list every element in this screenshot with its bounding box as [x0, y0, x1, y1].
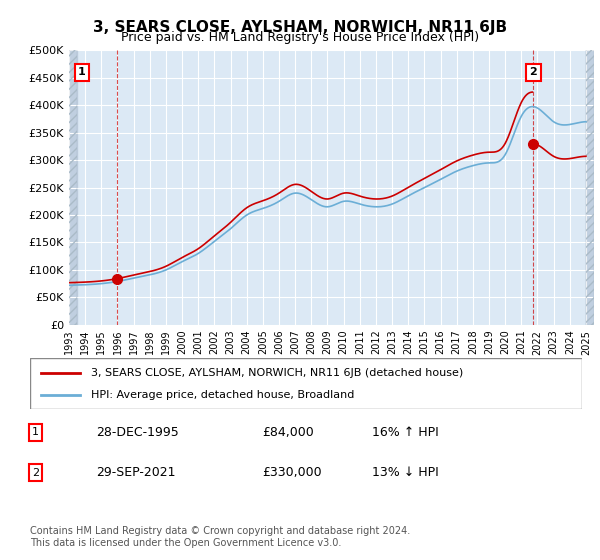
- Text: 1: 1: [78, 67, 86, 77]
- Bar: [586, 50, 594, 325]
- Text: 16% ↑ HPI: 16% ↑ HPI: [372, 426, 439, 439]
- Text: 2: 2: [32, 468, 39, 478]
- Text: HPI: Average price, detached house, Broadland: HPI: Average price, detached house, Broa…: [91, 390, 354, 400]
- Text: 1: 1: [32, 427, 39, 437]
- FancyBboxPatch shape: [30, 358, 582, 409]
- Text: 29-SEP-2021: 29-SEP-2021: [96, 466, 176, 479]
- Text: 3, SEARS CLOSE, AYLSHAM, NORWICH, NR11 6JB (detached house): 3, SEARS CLOSE, AYLSHAM, NORWICH, NR11 6…: [91, 367, 463, 377]
- Text: Price paid vs. HM Land Registry's House Price Index (HPI): Price paid vs. HM Land Registry's House …: [121, 31, 479, 44]
- Text: 2: 2: [530, 67, 537, 77]
- Text: £84,000: £84,000: [262, 426, 314, 439]
- Text: £330,000: £330,000: [262, 466, 322, 479]
- Text: 13% ↓ HPI: 13% ↓ HPI: [372, 466, 439, 479]
- Bar: [69, 50, 77, 325]
- Bar: [69, 50, 77, 325]
- Text: Contains HM Land Registry data © Crown copyright and database right 2024.
This d: Contains HM Land Registry data © Crown c…: [30, 526, 410, 548]
- Text: 3, SEARS CLOSE, AYLSHAM, NORWICH, NR11 6JB: 3, SEARS CLOSE, AYLSHAM, NORWICH, NR11 6…: [93, 20, 507, 35]
- Text: 28-DEC-1995: 28-DEC-1995: [96, 426, 179, 439]
- Bar: [586, 50, 594, 325]
